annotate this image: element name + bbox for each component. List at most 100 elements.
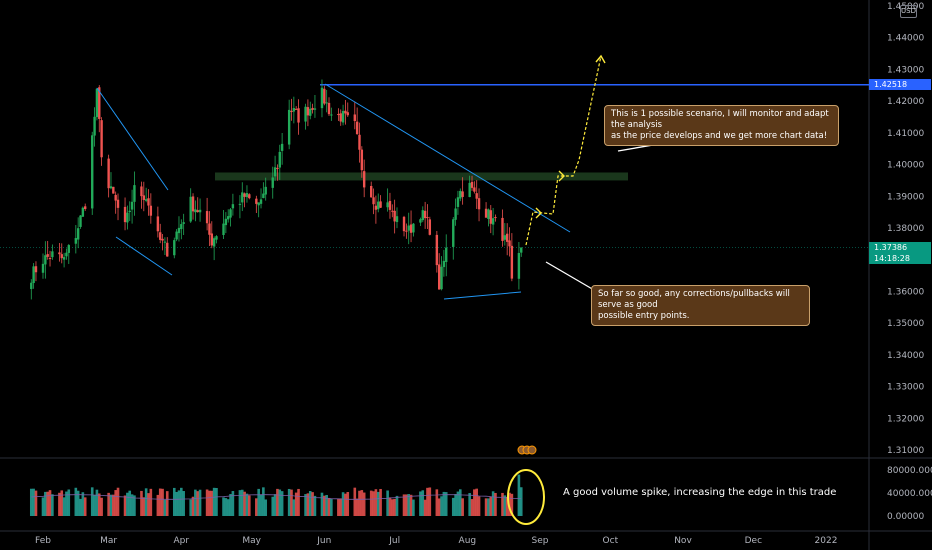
volume-bar bbox=[161, 488, 164, 516]
volume-bar bbox=[97, 493, 101, 516]
candle-body bbox=[241, 192, 244, 203]
volume-bar bbox=[372, 491, 375, 516]
volume-bar bbox=[182, 491, 185, 516]
volume-bar bbox=[419, 491, 422, 516]
candle-body bbox=[292, 108, 296, 112]
volume-bar bbox=[391, 499, 394, 516]
volume-bar bbox=[362, 492, 366, 516]
volume-bar bbox=[428, 487, 432, 516]
candle-body bbox=[510, 245, 514, 279]
note-pointer bbox=[545, 261, 595, 291]
volume-tick-label: 40000.00000 bbox=[887, 489, 932, 499]
volume-bar bbox=[421, 490, 425, 516]
volume-bar bbox=[46, 491, 49, 516]
volume-bar bbox=[437, 498, 441, 516]
candle-body bbox=[46, 254, 49, 257]
candle-body bbox=[358, 134, 361, 150]
volume-bar bbox=[308, 491, 312, 516]
candle-body bbox=[215, 236, 218, 240]
candle-body bbox=[501, 217, 504, 241]
candle-body bbox=[191, 196, 195, 212]
volume-bar bbox=[330, 498, 333, 516]
projection-arrowhead bbox=[535, 207, 542, 219]
currency-badge[interactable]: USD bbox=[900, 5, 917, 18]
volume-bar bbox=[60, 490, 64, 516]
volume-bar bbox=[257, 488, 260, 516]
volume-bar bbox=[147, 493, 150, 516]
price-tick-label: 1.31000 bbox=[887, 446, 924, 456]
candle-body bbox=[222, 223, 225, 235]
time-tick-label: Oct bbox=[603, 536, 619, 546]
time-tick-label: May bbox=[242, 536, 261, 546]
candle-body bbox=[62, 257, 66, 260]
candle-body bbox=[320, 87, 324, 109]
entry-note-line-2: possible entry points. bbox=[598, 311, 690, 321]
scenario-note[interactable]: This is 1 possible scenario, I will moni… bbox=[604, 105, 839, 146]
volume-bar bbox=[491, 491, 495, 516]
volume-spike-circle bbox=[507, 469, 545, 525]
volume-bar bbox=[44, 491, 47, 516]
candle-body bbox=[435, 234, 439, 266]
candle-body bbox=[374, 205, 378, 210]
candle-body bbox=[440, 266, 443, 290]
candle-body bbox=[60, 254, 63, 259]
candle-body bbox=[144, 199, 148, 201]
entry-note[interactable]: So far so good, any corrections/pullback… bbox=[591, 285, 810, 326]
price-tick-label: 1.38000 bbox=[887, 224, 924, 234]
volume-bar bbox=[130, 494, 134, 516]
candle-body bbox=[34, 266, 38, 273]
volume-bar bbox=[177, 490, 181, 516]
volume-bar bbox=[290, 489, 293, 516]
candle-body bbox=[116, 199, 120, 208]
trendline bbox=[443, 291, 522, 300]
candle-body bbox=[297, 108, 300, 123]
volume-bar bbox=[325, 494, 328, 516]
candle-body bbox=[454, 208, 457, 220]
time-tick-label: Jun bbox=[316, 536, 331, 546]
price-axis[interactable]: 1.45000 1.44000 1.43000 1.42000 1.41000 1.400… bbox=[887, 2, 924, 456]
volume-bar bbox=[95, 489, 99, 516]
volume-bar bbox=[458, 489, 462, 516]
volume-bar bbox=[58, 492, 61, 516]
volume-bar bbox=[259, 494, 263, 516]
candle-body bbox=[65, 252, 68, 257]
volume-bar bbox=[133, 495, 136, 516]
volume-bar bbox=[41, 497, 45, 516]
candle-body bbox=[142, 195, 146, 200]
candle-body bbox=[100, 120, 103, 158]
volume-bar bbox=[210, 490, 214, 516]
candle-body bbox=[287, 109, 291, 145]
volume-bar bbox=[196, 491, 200, 516]
time-axis[interactable]: Feb Mar Apr May Jun Jul Aug Sep Oct Nov Dec 2022 bbox=[35, 536, 837, 546]
time-tick-label: Nov bbox=[674, 536, 692, 546]
time-tick-label: Apr bbox=[174, 536, 190, 546]
volume-bar bbox=[461, 498, 464, 516]
trendline bbox=[96, 87, 169, 191]
candle-body bbox=[74, 238, 78, 244]
volume-bar bbox=[519, 487, 523, 516]
volume-bar bbox=[142, 497, 146, 516]
candle-body bbox=[379, 201, 382, 208]
volume-bar bbox=[473, 489, 476, 516]
volume-bar bbox=[475, 488, 479, 516]
volume-bar bbox=[51, 494, 54, 516]
volume-bar bbox=[444, 492, 448, 516]
candle-body bbox=[48, 258, 52, 260]
volume-bar bbox=[379, 488, 382, 516]
volume-bar bbox=[109, 494, 113, 516]
candle-body bbox=[156, 216, 160, 232]
supply-zone bbox=[215, 172, 628, 181]
volume-bar bbox=[346, 492, 350, 516]
volume-bar bbox=[426, 487, 429, 516]
volume-axis: 80000.00000 40000.00000 0.00000 bbox=[887, 466, 932, 522]
candle-body bbox=[468, 182, 471, 198]
volume-note: A good volume spike, increasing the edge… bbox=[563, 487, 837, 498]
resistance-price-label: 1.42518 bbox=[869, 79, 931, 91]
volume-bar bbox=[114, 490, 117, 516]
candle-body bbox=[395, 216, 399, 223]
volume-bar bbox=[313, 495, 317, 516]
volume-bar bbox=[405, 494, 408, 516]
volume-bar bbox=[74, 487, 78, 516]
